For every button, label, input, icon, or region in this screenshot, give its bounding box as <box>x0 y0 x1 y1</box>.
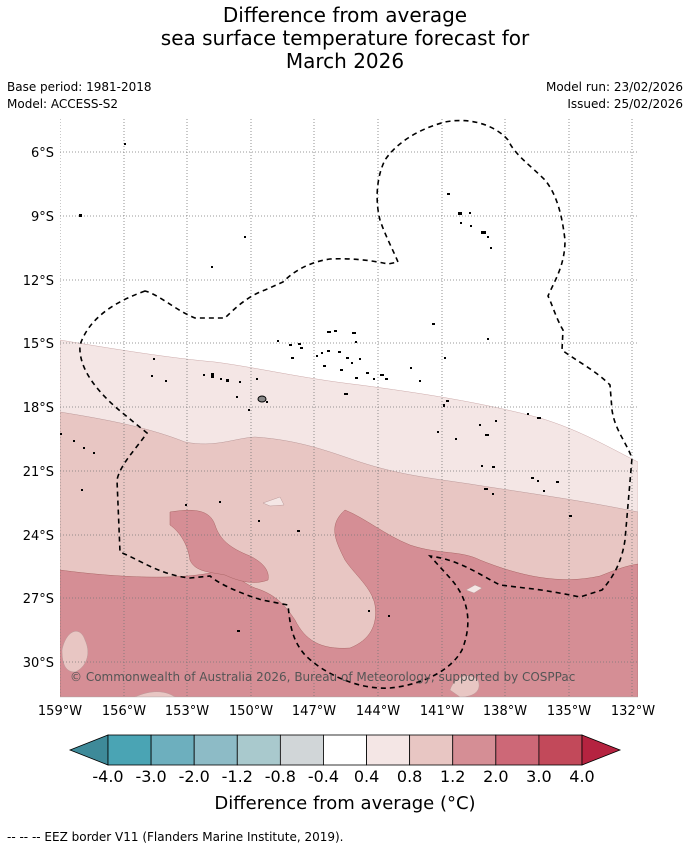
lat-label: 12°S <box>23 274 54 289</box>
lon-label: 150°W <box>229 704 273 719</box>
title-line-3: March 2026 <box>285 49 405 73</box>
colorbar-tick-label: -0.8 <box>265 767 296 786</box>
colorbar-tick-label: 1.2 <box>440 767 465 786</box>
colorbar-swatch <box>150 734 195 766</box>
sst-anomaly-map: © Commonwealth of Australia 2026, Bureau… <box>60 119 638 697</box>
lon-label: 156°W <box>102 704 146 719</box>
colorbar-tick-label: -1.2 <box>222 767 253 786</box>
model-name: Model: ACCESS-S2 <box>7 97 119 111</box>
colorbar <box>68 734 622 766</box>
colorbar-swatch <box>452 734 497 766</box>
lon-label: 141°W <box>420 704 464 719</box>
colorbar-swatch <box>538 734 583 766</box>
lon-label: 159°W <box>38 704 82 719</box>
meta-right: Model run: 23/02/2026 Issued: 25/02/2026 <box>546 79 683 113</box>
anomaly-patch-1.2-2.0-west <box>169 509 269 583</box>
map-title: Difference from average sea surface temp… <box>0 4 690 73</box>
issued-date: Issued: 25/02/2026 <box>567 97 683 111</box>
lon-label: 147°W <box>292 704 336 719</box>
colorbar-min-extension <box>68 734 109 766</box>
colorbar-title: Difference from average (°C) <box>214 793 476 814</box>
map-gridlines <box>60 119 638 697</box>
colorbar-tick-label: -4.0 <box>92 767 123 786</box>
lon-label: 144°W <box>356 704 400 719</box>
lat-label: 27°S <box>23 592 54 607</box>
colorbar-tick-label: 2.0 <box>483 767 508 786</box>
colorbar-tick-label: -3.0 <box>135 767 166 786</box>
lat-label: 18°S <box>23 401 54 416</box>
title-line-1: Difference from average <box>222 3 468 27</box>
colorbar-tick-label: -2.0 <box>179 767 210 786</box>
colorbar-swatch <box>409 734 454 766</box>
colorbar-tick-label: 3.0 <box>526 767 551 786</box>
lat-label: 24°S <box>23 529 54 544</box>
anomaly-patch-0.8-1.2-right <box>465 584 483 594</box>
lat-label: 30°S <box>23 656 54 671</box>
copyright-notice: © Commonwealth of Australia 2026, Bureau… <box>70 670 575 684</box>
lon-label: 132°W <box>611 704 655 719</box>
colorbar-swatch <box>236 734 281 766</box>
colorbar-swatch <box>366 734 411 766</box>
longitude-labels: 159°W 156°W 153°W 150°W 147°W 144°W 141°… <box>38 704 655 719</box>
meta-left: Base period: 1981-2018 Model: ACCESS-S2 <box>7 79 152 113</box>
anomaly-patch-0.8-1.2-small <box>262 496 285 507</box>
colorbar-swatch <box>193 734 238 766</box>
colorbar-max-extension <box>581 734 622 766</box>
base-period: Base period: 1981-2018 <box>7 80 152 94</box>
colorbar-swatch <box>107 734 152 766</box>
colorbar-swatch <box>279 734 324 766</box>
lon-label: 135°W <box>547 704 591 719</box>
colorbar-tick-label: 0.8 <box>397 767 422 786</box>
model-run: Model run: 23/02/2026 <box>545 80 683 94</box>
colorbar-swatch <box>323 734 367 766</box>
lat-label: 15°S <box>23 337 54 352</box>
latitude-labels: 6°S 9°S 12°S 15°S 18°S 21°S 24°S 27°S 30… <box>23 146 54 671</box>
eez-border <box>79 119 633 689</box>
colorbar-tick-labels: -4.0 -3.0 -2.0 -1.2 -0.8 -0.4 0.4 0.8 1.2 2.0 3.0 4… <box>92 767 594 786</box>
lat-label: 9°S <box>31 210 54 225</box>
colorbar-tick-label: -0.4 <box>308 767 339 786</box>
eez-footer-note: -- -- -- EEZ border V11 (Flanders Marine… <box>7 830 344 844</box>
anomaly-patch-0.8-1.2-bottom <box>449 675 480 697</box>
colorbar-tick-label: 0.4 <box>354 767 379 786</box>
lat-label: 6°S <box>31 146 54 161</box>
title-line-2: sea surface temperature forecast for <box>160 26 530 50</box>
lon-label: 153°W <box>165 704 209 719</box>
lat-label: 21°S <box>23 465 54 480</box>
lon-label: 138°W <box>483 704 527 719</box>
colorbar-swatch <box>495 734 540 766</box>
islands <box>60 143 572 632</box>
colorbar-tick-label: 4.0 <box>569 767 594 786</box>
